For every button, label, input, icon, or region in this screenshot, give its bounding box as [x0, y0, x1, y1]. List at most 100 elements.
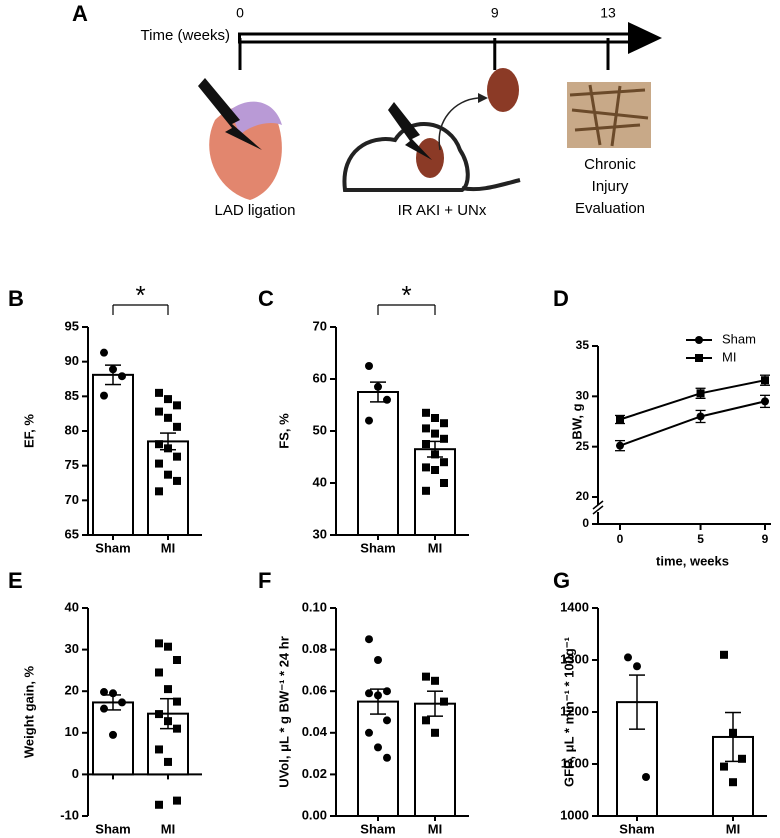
- data-point: [365, 689, 373, 698]
- data-point: [624, 653, 632, 662]
- y-tick-label: 30: [65, 641, 79, 656]
- data-point: [155, 487, 163, 496]
- bolt: [198, 78, 262, 150]
- x-tick-label: 9: [762, 532, 769, 546]
- data-point: [729, 728, 737, 737]
- data-point: [761, 397, 769, 406]
- data-point: [155, 639, 163, 648]
- data-point: [109, 365, 117, 374]
- data-point: [173, 697, 181, 706]
- significance: *: [135, 280, 145, 310]
- y-tick-label: 1000: [560, 807, 589, 822]
- data-point: [729, 778, 737, 787]
- data-point: [164, 395, 172, 404]
- y-tick-label: 60: [313, 370, 327, 385]
- bar: [92, 373, 134, 536]
- data-point: [440, 479, 448, 487]
- y-tick-label: 1100: [561, 755, 589, 770]
- panel-letter: G: [553, 568, 570, 593]
- data-point: [155, 440, 163, 449]
- data-point: [738, 754, 746, 763]
- timeline-tick-label: 13: [600, 5, 616, 21]
- data-point: [374, 382, 382, 391]
- heart-vessels: [230, 101, 282, 135]
- data-point: [365, 362, 373, 370]
- y-tick-label: 85: [65, 388, 79, 403]
- x-axis-label: time, weeks: [656, 553, 729, 568]
- y-tick-label: 30: [576, 389, 590, 403]
- data-point: [164, 685, 172, 694]
- data-point: [173, 422, 181, 431]
- timeline-tick-label: 0: [236, 5, 244, 21]
- data-point: [155, 668, 163, 677]
- bar: [414, 448, 456, 537]
- data-point: [720, 762, 728, 771]
- data-point: [616, 441, 624, 450]
- y-tick-label: 0.08: [302, 641, 327, 656]
- histology-texture: [569, 84, 649, 147]
- y-axis-label: BW, g: [569, 403, 584, 439]
- y-tick-label: 40: [313, 474, 327, 489]
- data-point: [100, 391, 108, 400]
- x-tick-label: MI: [428, 821, 442, 836]
- axis-break: [592, 505, 604, 515]
- x-tick-label: MI: [428, 540, 442, 555]
- data-point: [155, 745, 163, 754]
- y-tick-label: 1400: [560, 599, 589, 614]
- data-point: [155, 388, 163, 397]
- y-tick-label: 95: [65, 318, 79, 333]
- data-point: [422, 716, 430, 725]
- event-label: Injury: [592, 178, 629, 195]
- panel-letter: F: [258, 568, 271, 593]
- y-tick-label: 0.06: [302, 683, 327, 698]
- data-point: [164, 413, 172, 422]
- bar: [414, 702, 456, 817]
- data-point: [431, 728, 439, 737]
- arrow: [438, 97, 479, 151]
- data-point: [155, 407, 163, 416]
- mouse-tail: [461, 178, 521, 192]
- data-point: [118, 372, 126, 381]
- heart: [209, 104, 282, 200]
- y-tick-label: 0.04: [302, 724, 328, 739]
- bolt: [388, 102, 432, 160]
- x-tick-label: MI: [161, 540, 175, 555]
- y-tick-label: 80: [65, 422, 79, 437]
- data-point: [164, 444, 172, 453]
- y-tick-label: 70: [65, 492, 79, 507]
- event-label: Evaluation: [575, 200, 645, 217]
- legend-label: MI: [722, 349, 736, 364]
- data-point: [173, 796, 181, 805]
- data-point: [761, 376, 769, 385]
- data-point: [440, 419, 448, 428]
- y-tick-label: 20: [576, 489, 590, 503]
- data-point: [422, 463, 430, 472]
- data-point: [374, 656, 382, 664]
- y-axis-label: GFR, μL * min⁻¹ * 100g⁻¹: [561, 637, 576, 787]
- y-tick-label: 40: [65, 599, 79, 614]
- panel-letter: B: [8, 286, 24, 311]
- data-point: [440, 697, 448, 706]
- data-point: [431, 429, 439, 438]
- x-tick-label: 0: [617, 532, 624, 546]
- data-point: [173, 656, 181, 664]
- bar: [357, 391, 399, 536]
- y-tick-label: 0: [582, 516, 589, 530]
- data-point: [109, 689, 117, 698]
- data-point: [431, 676, 439, 685]
- timeline-label: Time (weeks): [141, 27, 230, 44]
- event-label: IR AKI + UNx: [398, 202, 487, 219]
- data-point: [365, 416, 373, 425]
- y-axis-label: EF, %: [21, 414, 36, 448]
- data-point: [374, 691, 382, 700]
- x-tick-label: Sham: [95, 540, 130, 555]
- y-tick-label: -10: [60, 807, 79, 822]
- data-point: [431, 450, 439, 459]
- data-point: [422, 408, 430, 417]
- y-tick-label: 90: [65, 353, 79, 368]
- y-tick-label: 0.10: [302, 599, 327, 614]
- data-point: [100, 348, 108, 357]
- y-tick-label: 35: [576, 338, 590, 352]
- data-point: [696, 389, 705, 398]
